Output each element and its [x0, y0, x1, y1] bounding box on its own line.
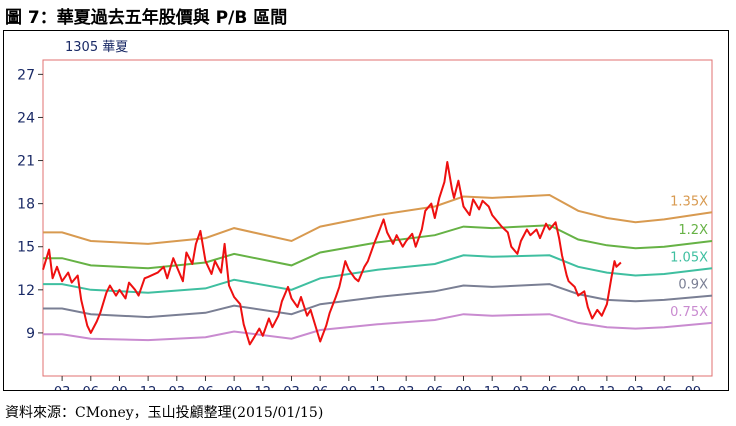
- band-line-0.9X: [43, 283, 713, 319]
- x-tick-label: 09: [226, 385, 243, 390]
- band-line-1.35X: [43, 193, 713, 245]
- x-tick-label: 09: [111, 385, 128, 390]
- price-line: [42, 161, 622, 346]
- x-tick-label: 06: [197, 385, 214, 390]
- band-line-1.2X: [43, 224, 713, 270]
- band-label: 0.9X: [678, 278, 708, 293]
- figure-title: 圖 7：華夏過去五年股價與 P/B 區間: [5, 8, 288, 28]
- band-label: 1.2X: [678, 223, 708, 238]
- y-tick-label: 27: [17, 67, 35, 83]
- band-label: 1.35X: [670, 194, 708, 209]
- x-tick-label: 12: [484, 385, 501, 390]
- x-tick-label: 06: [541, 385, 558, 390]
- x-tick-label: 06: [312, 385, 329, 390]
- y-tick-label: 18: [17, 197, 35, 213]
- x-tick-label: 09: [455, 385, 472, 390]
- band-label: 0.75X: [670, 305, 708, 320]
- x-tick-label: 09: [341, 385, 358, 390]
- chart-title: 1305 華夏: [65, 40, 128, 55]
- x-axis: 03 06 09 12 03 06 09 12 03 06 09 12 03 06 09 12 03 06 09 12…: [54, 376, 702, 390]
- x-tick-label: 12: [140, 385, 157, 390]
- x-tick-label: 09: [685, 385, 702, 390]
- y-tick-label: 15: [17, 240, 35, 256]
- x-tick-label: 09: [570, 385, 587, 390]
- x-tick-label: 06: [656, 385, 673, 390]
- x-tick-label: 03: [398, 385, 415, 390]
- x-tick-label: 06: [427, 385, 444, 390]
- x-tick-label: 12: [255, 385, 272, 390]
- y-tick-label: 24: [17, 110, 35, 126]
- band-label: 1.05X: [670, 250, 708, 265]
- x-tick-label: 12: [369, 385, 386, 390]
- x-tick-label: 03: [283, 385, 300, 390]
- band-line-0.75X: [43, 313, 713, 342]
- band-labels: 1.35X 1.2X 1.05X 0.9X 0.75X: [670, 194, 708, 320]
- y-tick-label: 21: [17, 154, 35, 170]
- figure-source: 資料來源：CMoney，玉山投顧整理(2015/01/15): [5, 405, 324, 421]
- x-tick-label: 06: [83, 385, 100, 390]
- x-tick-label: 03: [169, 385, 186, 390]
- y-tick-label: 12: [17, 283, 35, 299]
- x-tick-label: 03: [513, 385, 530, 390]
- x-tick-label: 03: [627, 385, 644, 390]
- price-series: [42, 161, 622, 346]
- x-tick-label: 12: [599, 385, 616, 390]
- y-axis: 9 12 15 18 21 24 27: [17, 67, 43, 342]
- x-tick-label: 03: [54, 385, 71, 390]
- y-tick-label: 9: [26, 326, 35, 342]
